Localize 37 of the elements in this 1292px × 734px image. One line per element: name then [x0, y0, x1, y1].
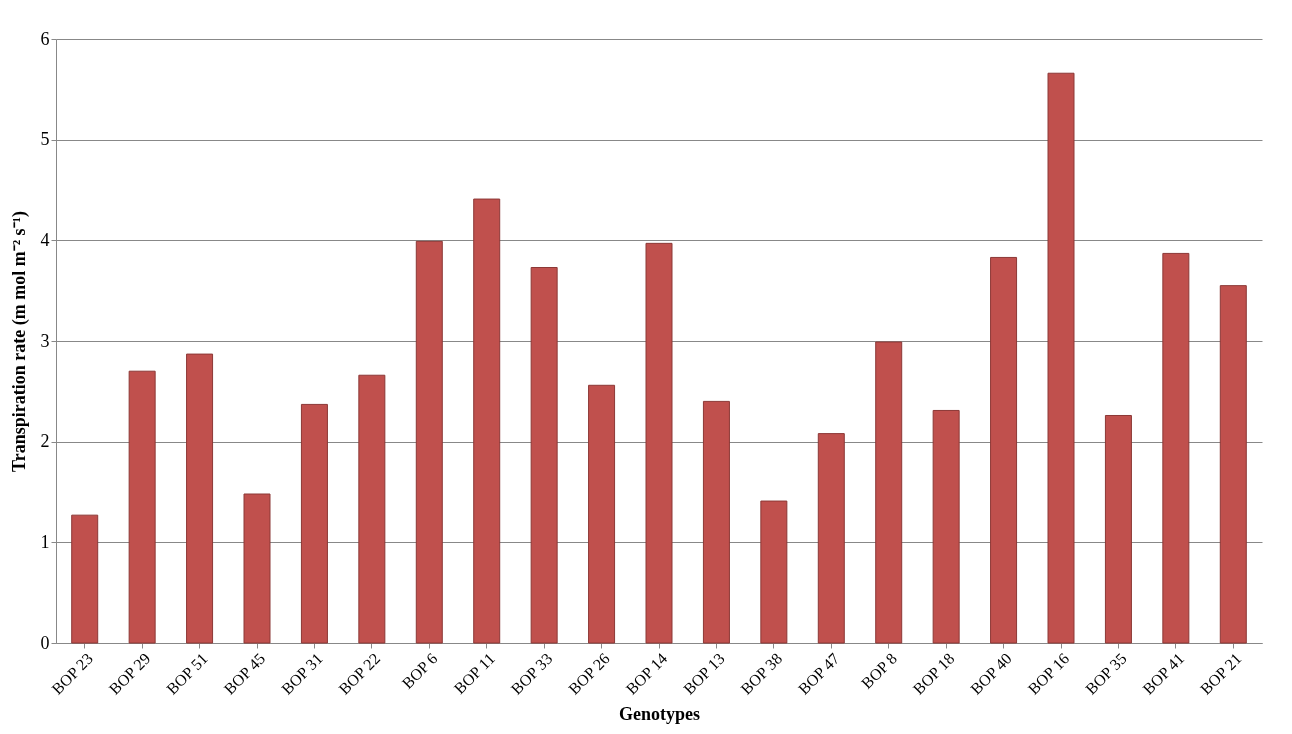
x-tick-label: BOP 16: [1024, 649, 1073, 698]
bar: [645, 242, 673, 644]
y-tick-label: 3: [40, 330, 50, 351]
bar: [473, 198, 501, 644]
bar: [415, 240, 443, 644]
y-tick-label: 1: [40, 531, 50, 552]
y-tick-label: 6: [40, 28, 50, 49]
y-tick-label: 4: [40, 229, 50, 250]
y-axis-title: Transpiration rate (m mol m⁻² s⁻¹): [8, 211, 30, 472]
bar: [760, 500, 788, 644]
bar: [817, 433, 845, 644]
x-tick-label: BOP 29: [105, 649, 154, 698]
bar: [243, 493, 271, 644]
bar: [875, 341, 903, 644]
bar: [186, 353, 214, 644]
x-tick-label: BOP 14: [622, 649, 671, 698]
bar: [530, 267, 558, 644]
y-tick-label: 0: [40, 632, 50, 653]
x-tick-label: BOP 18: [909, 649, 958, 698]
bar: [1219, 285, 1247, 644]
x-axis-title: Genotypes: [619, 703, 700, 724]
y-tick-label: 2: [40, 431, 50, 452]
bar: [932, 409, 960, 644]
x-tick-label: BOP 8: [857, 649, 901, 692]
bar: [1047, 72, 1075, 644]
bar: [1104, 414, 1132, 644]
bar: [358, 374, 386, 644]
bar: [71, 514, 99, 644]
bar: [990, 256, 1018, 644]
bar: [702, 400, 730, 644]
x-tick-label: BOP 45: [220, 649, 269, 698]
x-tick-label: BOP 33: [507, 649, 556, 698]
bar: [300, 403, 328, 644]
bar: [588, 384, 616, 644]
y-tick-label: 5: [40, 129, 50, 150]
bar: [1162, 252, 1190, 644]
bar: [128, 370, 156, 644]
